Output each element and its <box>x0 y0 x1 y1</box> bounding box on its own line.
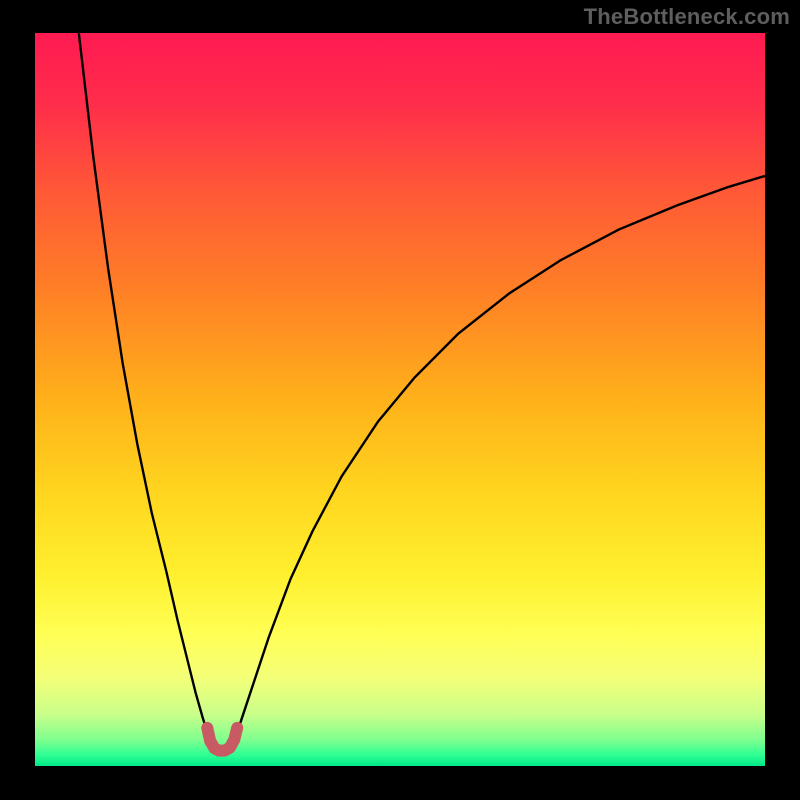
gradient-background <box>35 33 765 766</box>
chart-frame: TheBottleneck.com <box>0 0 800 800</box>
watermark-text: TheBottleneck.com <box>584 4 790 30</box>
plot-area <box>35 33 765 766</box>
bottleneck-curve-chart <box>35 33 765 766</box>
